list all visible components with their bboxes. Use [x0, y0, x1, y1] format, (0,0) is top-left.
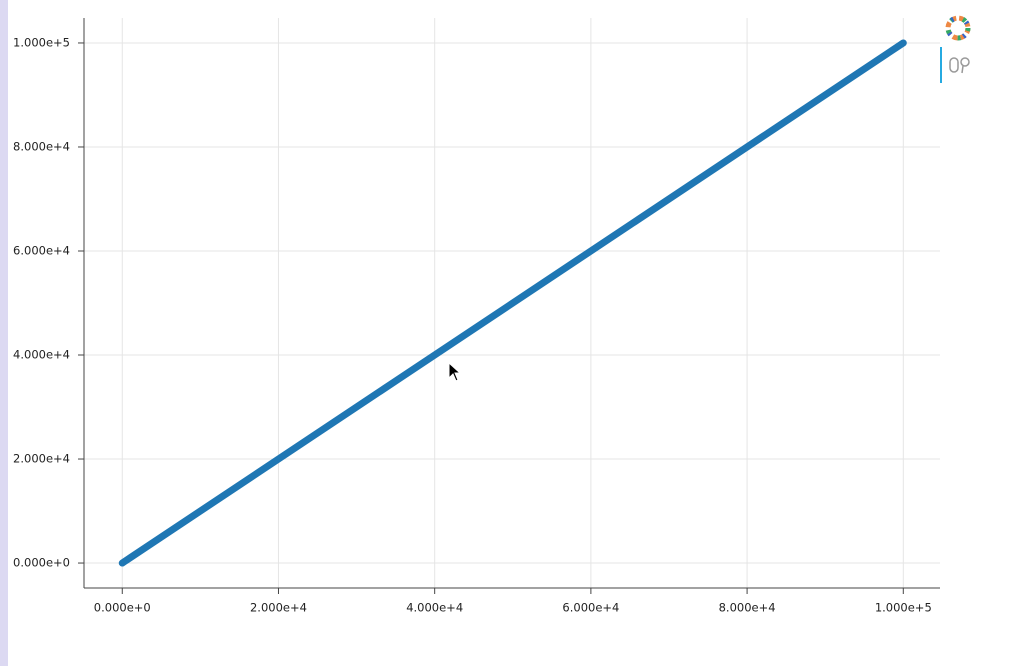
hover-icon-part [960, 57, 970, 67]
active-tool-indicator [940, 47, 942, 83]
plot-area: 0.000e+0 2.000e+4 4.000e+4 6.000e+4 8.000e+4… [13, 18, 940, 615]
y-tick-label: 4.000e+4 [13, 348, 70, 362]
window-edge [0, 0, 8, 666]
x-tick-label: 8.000e+4 [719, 601, 776, 615]
x-tick-label: 2.000e+4 [250, 601, 307, 615]
y-tick-label: 6.000e+4 [13, 243, 70, 257]
x-tick-label: 4.000e+4 [406, 601, 463, 615]
x-tick-label: 6.000e+4 [562, 601, 619, 615]
y-tick-label: 2.000e+4 [13, 452, 70, 466]
logo-ring-2 [945, 15, 971, 41]
y-tick-label: 0.000e+0 [13, 556, 70, 570]
cursor [448, 361, 462, 382]
mouse-pointer [448, 361, 462, 382]
y-tick-label: 1.000e+5 [13, 35, 70, 49]
hover-icon-part [949, 57, 959, 73]
x-tick-label: 1.000e+5 [875, 601, 932, 615]
data-line [118, 39, 907, 567]
hover-icon-part [961, 65, 964, 74]
y-tick-label: 8.000e+4 [13, 139, 70, 153]
hover-tool[interactable] [949, 57, 970, 74]
bokeh-logo[interactable] [945, 15, 971, 41]
x-tick-label: 0.000e+0 [94, 601, 151, 615]
